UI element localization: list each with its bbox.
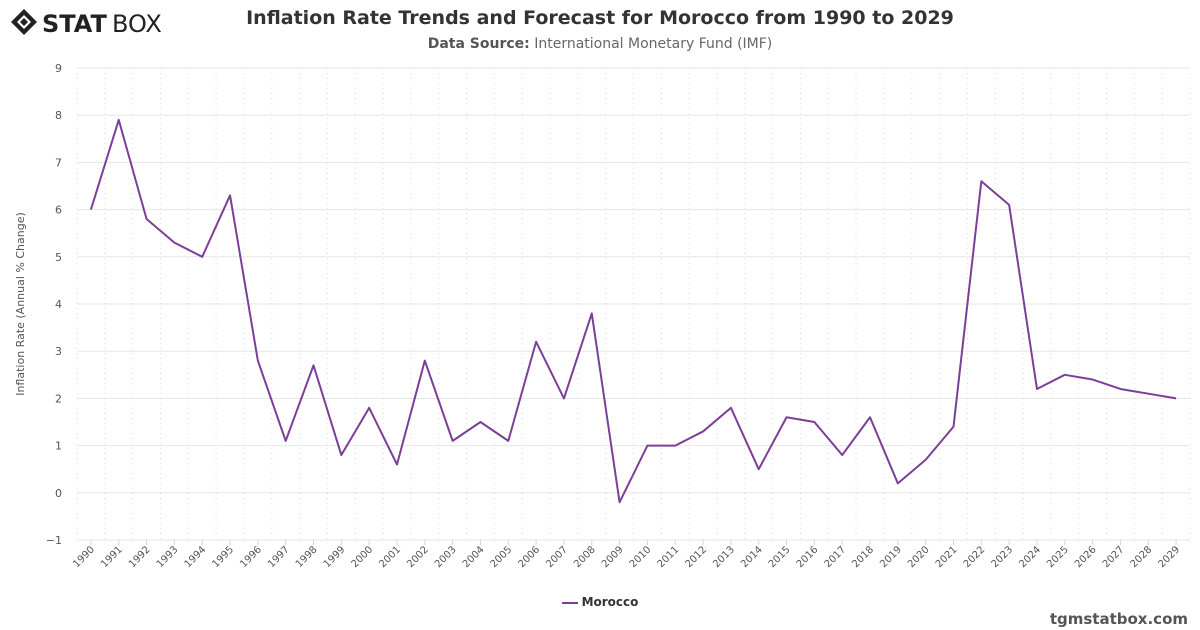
x-tick-label: 2010: [628, 544, 654, 570]
x-tick-label: 1999: [322, 544, 348, 570]
x-tick-label: 2026: [1073, 544, 1099, 570]
y-tick-label: 2: [55, 392, 62, 405]
chart-title: Inflation Rate Trends and Forecast for M…: [246, 7, 954, 29]
x-tick-label: 2025: [1045, 544, 1071, 570]
x-tick-label: 1991: [99, 544, 125, 570]
x-tick-label: 2021: [934, 544, 960, 570]
x-tick-label: 2005: [489, 544, 515, 570]
svg-text:BOX: BOX: [112, 10, 162, 38]
x-tick-label: 2022: [962, 544, 988, 570]
x-tick-label: 2028: [1129, 544, 1155, 570]
x-tick-label: 2015: [767, 544, 793, 570]
y-axis-label: Inflation Rate (Annual % Change): [14, 212, 27, 396]
x-tick-label: 2003: [433, 544, 459, 570]
y-tick-label: 9: [55, 62, 62, 75]
x-tick-label: 2024: [1017, 544, 1043, 570]
x-tick-label: 2006: [516, 544, 542, 570]
x-tick-label: 1992: [127, 544, 153, 570]
y-tick-label: 0: [55, 487, 62, 500]
legend[interactable]: Morocco: [0, 595, 1200, 609]
x-tick-label: 2027: [1101, 544, 1127, 570]
x-tick-label: 2007: [544, 544, 570, 570]
diamond-icon: [11, 9, 37, 35]
legend-item-morocco: Morocco: [581, 595, 639, 609]
x-tick-label: 2001: [377, 544, 403, 570]
series-line-morocco: [89, 118, 1177, 504]
y-tick-label: 8: [55, 109, 62, 122]
y-tick-label: 7: [55, 156, 62, 169]
x-tick-label: 2019: [878, 544, 904, 570]
x-tick-label: 1998: [294, 544, 320, 570]
y-tick-label: 1: [55, 440, 62, 453]
y-tick-label: 6: [55, 204, 62, 217]
statbox-logo: STAT BOX: [11, 9, 162, 38]
x-tick-label: 2009: [600, 544, 626, 570]
y-tick-label: 3: [55, 345, 62, 358]
x-tick-label: 1997: [266, 544, 292, 570]
x-tick-label: 2013: [711, 544, 737, 570]
x-tick-label: 2014: [739, 544, 765, 570]
x-tick-label: 2011: [656, 544, 682, 570]
x-tick-label: 2000: [350, 544, 376, 570]
y-tick-label: 5: [55, 251, 62, 264]
x-tick-label: 2002: [405, 544, 431, 570]
x-tick-label: 2029: [1156, 544, 1182, 570]
y-tick-label: 4: [55, 298, 62, 311]
x-tick-label: 1993: [155, 544, 181, 570]
x-tick-label: 1990: [71, 544, 97, 570]
x-tick-label: 2017: [823, 544, 849, 570]
x-tick-label: 2023: [989, 544, 1015, 570]
x-tick-label: 2004: [461, 544, 487, 570]
chart-subtitle: Data Source: International Monetary Fund…: [0, 36, 1200, 52]
y-tick-label: −1: [46, 534, 62, 547]
x-tick-label: 1996: [238, 544, 264, 570]
credit-text: tgmstatbox.com: [1049, 610, 1188, 628]
x-tick-label: 2008: [572, 544, 598, 570]
x-tick-label: 1995: [210, 544, 236, 570]
x-tick-label: 2020: [906, 544, 932, 570]
subtitle-value: International Monetary Fund (IMF): [534, 36, 773, 52]
x-tick-label: 1994: [183, 544, 209, 570]
x-tick-label: 2016: [795, 544, 821, 570]
svg-text:STAT: STAT: [42, 10, 108, 38]
subtitle-label: Data Source:: [427, 36, 530, 52]
x-tick-label: 2018: [850, 544, 876, 570]
x-tick-label: 2012: [683, 544, 709, 570]
legend-swatch: [561, 601, 578, 604]
